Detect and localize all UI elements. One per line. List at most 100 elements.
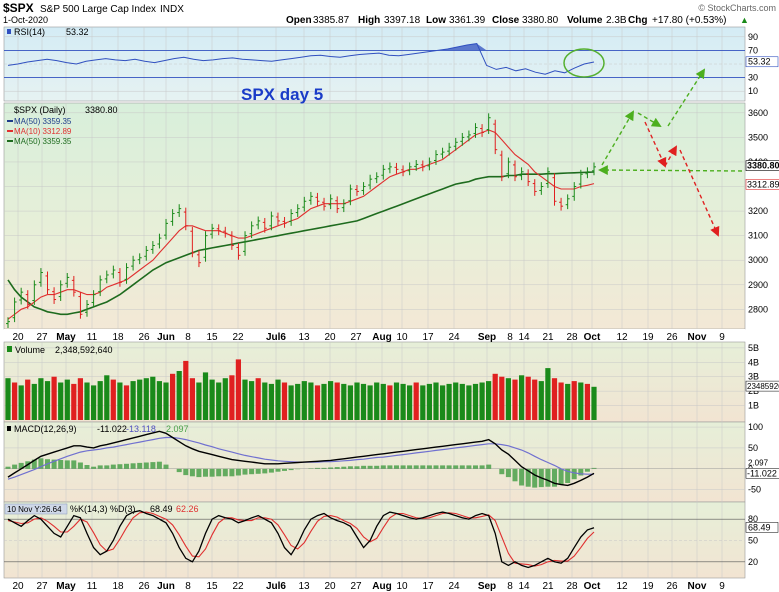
volume-bar — [84, 382, 90, 420]
volume-plot — [5, 359, 597, 420]
volume-bar — [374, 382, 380, 420]
chg-value: +17.80 (+0.53%) — [652, 15, 727, 26]
price-y-tick: 3200 — [748, 206, 768, 216]
volume-bar — [5, 378, 11, 420]
macd-label: MACD(12,26,9) — [14, 424, 77, 434]
ma10-legend: MA(10) 3312.89 — [14, 127, 72, 136]
x-tick-label: 15 — [206, 581, 218, 592]
volume-bar — [459, 383, 465, 420]
volume-bar — [58, 382, 64, 420]
macd-histogram-bar — [229, 468, 235, 477]
macd-last-value: -11.022 — [747, 468, 777, 478]
volume-bar — [321, 383, 327, 420]
x-tick-label: Sep — [478, 332, 496, 343]
macd-histogram-bar — [433, 465, 439, 469]
volume-bar — [97, 381, 103, 420]
macd-histogram-bar — [361, 465, 367, 469]
macd-histogram-bar — [249, 468, 255, 475]
macd-histogram-bar — [255, 468, 261, 474]
macd-histogram-bar — [400, 465, 406, 469]
volume-bar — [433, 382, 439, 420]
volume-bar — [499, 376, 505, 420]
macd-histogram-bar — [394, 465, 399, 469]
x-tick-label: 17 — [422, 581, 434, 592]
x-tick-label: 8 — [185, 332, 191, 343]
x-tick-label: 14 — [518, 581, 530, 592]
volume-bar — [31, 383, 37, 420]
volume-y-tick: 4B — [748, 357, 759, 367]
macd-histogram-bar — [479, 465, 485, 469]
volume-bar — [328, 381, 334, 420]
price-y-tick: 2800 — [748, 304, 768, 314]
red-up-arrow — [664, 145, 677, 167]
ma50b-legend: MA(50) 3359.35 — [14, 137, 72, 146]
volume-bar — [156, 381, 162, 420]
volume-label: Volume — [567, 15, 603, 26]
x-tick-label: Jul6 — [266, 332, 286, 343]
x-axis-band-top — [4, 329, 745, 342]
open-value: 3385.87 — [313, 15, 350, 26]
volume-bar — [472, 383, 479, 420]
macd-histogram-bar — [84, 465, 90, 469]
macd-histogram-bar — [124, 463, 129, 469]
ma-last-box — [745, 179, 779, 190]
low-label: Low — [426, 15, 446, 26]
macd-histogram-bar — [130, 463, 136, 469]
x-tick-label: 13 — [298, 581, 310, 592]
volume-bar — [558, 382, 564, 420]
stoch-last-box — [745, 522, 779, 533]
volume-bar — [242, 379, 248, 420]
x-tick-label: 11 — [87, 581, 98, 592]
volume-bar — [91, 385, 97, 420]
volume-bar — [341, 383, 347, 420]
macd-histogram-bar — [512, 468, 518, 482]
volume-bar — [51, 376, 57, 420]
rsi-legend-swatch — [7, 29, 11, 34]
macd-legend-swatch — [7, 426, 11, 431]
macd-histogram-bar — [209, 468, 215, 477]
ma50-line — [7, 171, 595, 316]
macd-histogram-bar — [275, 468, 281, 472]
stoch-k-line — [7, 510, 595, 569]
volume-bar — [420, 385, 426, 420]
ma50-legend: MA(50) 3359.35 — [14, 117, 72, 126]
macd-histogram-bar — [203, 468, 208, 477]
macd-histogram-bar — [268, 468, 274, 473]
volume-bar — [38, 378, 44, 420]
price-pane — [3, 102, 746, 330]
up-arrow-1 — [601, 110, 634, 166]
volume-bar — [255, 378, 261, 420]
volume-bar — [150, 376, 156, 420]
stoch-k-value: 68.49 — [150, 504, 173, 514]
volume-bar — [578, 382, 584, 420]
volume-bar — [275, 379, 281, 420]
volume-bar — [209, 379, 215, 420]
volume-bar — [413, 382, 419, 420]
chart-date: 1-Oct-2020 — [3, 15, 48, 25]
macd-histogram-bar — [222, 468, 228, 477]
volume-bar — [347, 385, 353, 420]
volume-bar — [18, 385, 24, 420]
stoch-crosshair-box — [4, 503, 68, 515]
volume-label: Volume — [15, 345, 45, 355]
macd-histogram-bar — [58, 460, 64, 469]
x-tick-label: 11 — [87, 332, 98, 343]
x-tick-label: 17 — [422, 332, 434, 343]
price-y-tick: 3600 — [748, 108, 768, 118]
chg-label: Chg — [628, 15, 647, 26]
volume-bar — [571, 381, 577, 420]
macd-histogram-bar — [137, 462, 143, 469]
high-label: High — [358, 15, 380, 26]
x-tick-label: 9 — [719, 332, 725, 343]
x-tick-label: Sep — [478, 581, 496, 592]
stoch-last-value: 68.49 — [748, 522, 771, 532]
rsi-y-tick: 70 — [748, 45, 758, 55]
stoch-y-tick: 80 — [748, 514, 758, 524]
volume-bar — [532, 379, 538, 420]
macd-histogram-bar — [473, 465, 478, 469]
macd-histogram-bar — [578, 468, 584, 476]
macd-histogram-bar — [38, 458, 44, 469]
macd-histogram-bar — [525, 468, 531, 487]
rsi-y-tick: 10 — [748, 86, 758, 96]
